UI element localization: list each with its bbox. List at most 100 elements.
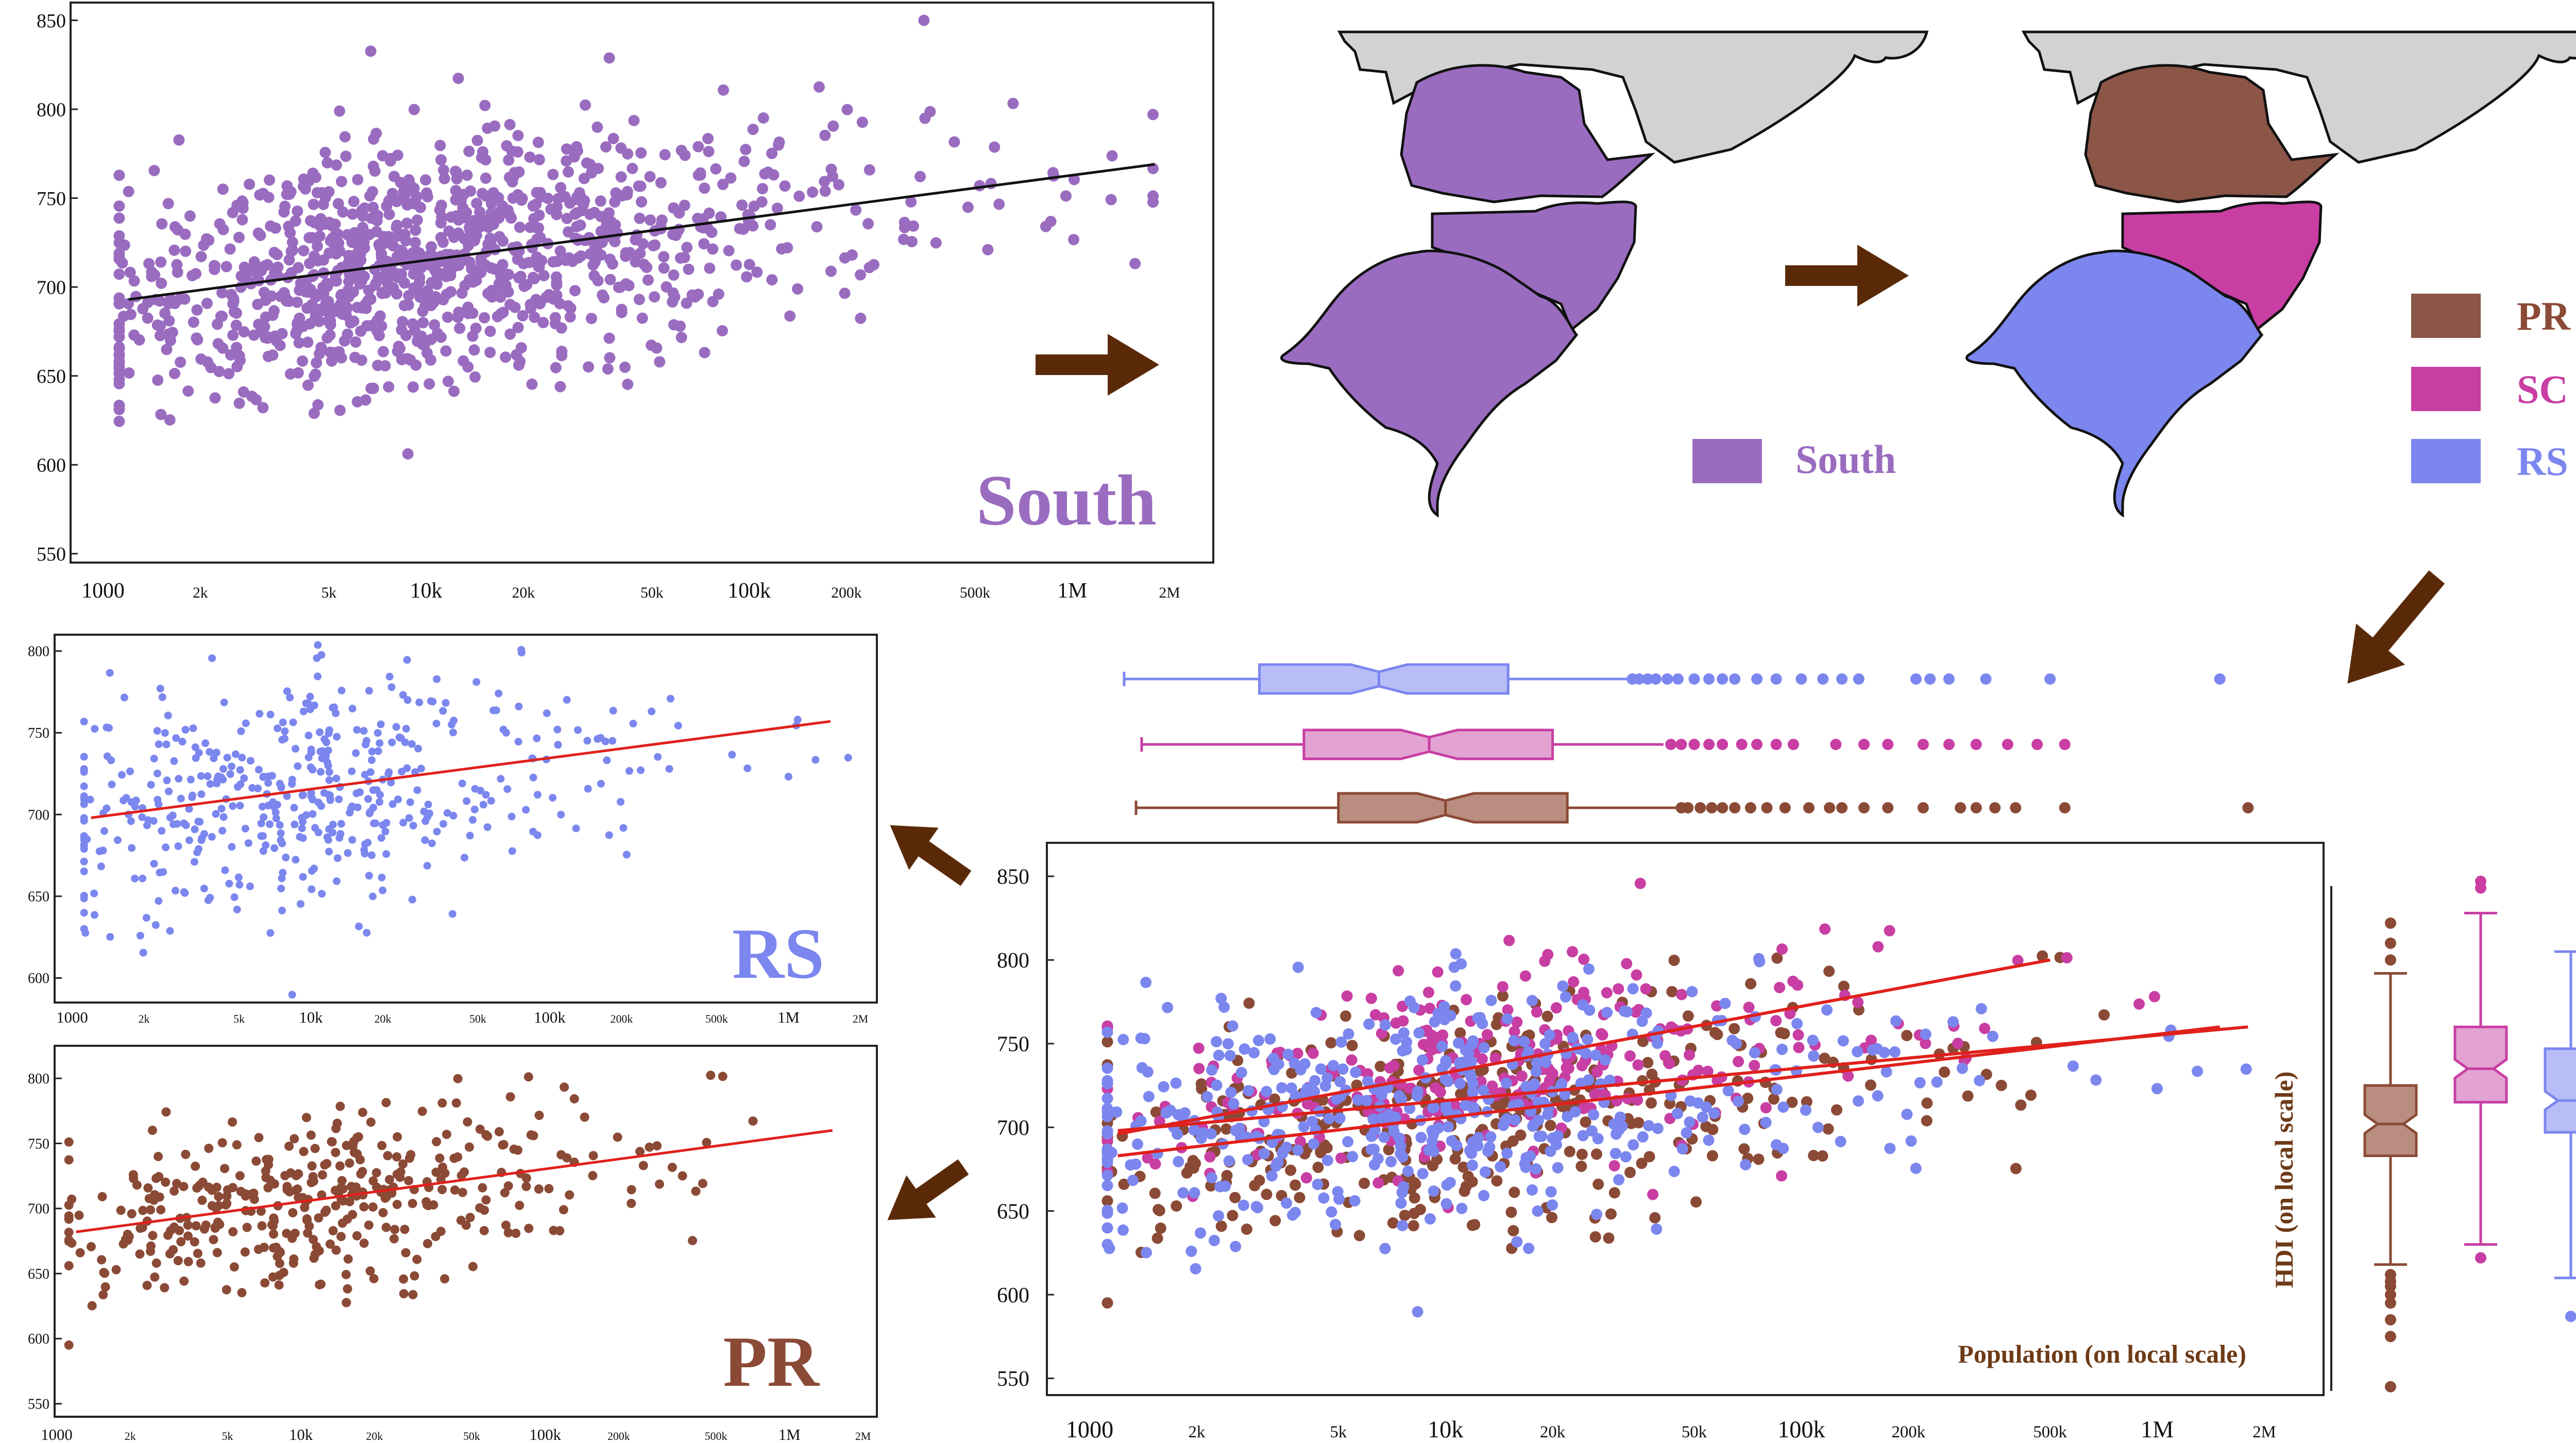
data-point bbox=[113, 378, 125, 389]
data-point bbox=[442, 376, 454, 387]
data-point bbox=[261, 1173, 271, 1182]
data-point bbox=[622, 148, 634, 160]
data-point bbox=[819, 176, 831, 188]
data-point bbox=[241, 824, 249, 833]
data-point bbox=[217, 342, 229, 354]
data-point bbox=[1684, 1049, 1695, 1061]
data-point bbox=[312, 1242, 321, 1251]
data-point bbox=[1173, 1156, 1184, 1167]
regression-line bbox=[128, 163, 1155, 301]
data-point bbox=[193, 1249, 202, 1258]
data-point bbox=[456, 1215, 466, 1225]
data-point bbox=[313, 654, 321, 662]
data-point bbox=[387, 778, 395, 787]
x-tick-label: 2M bbox=[2252, 1423, 2276, 1441]
data-point bbox=[1412, 1085, 1423, 1097]
x-tick-label: 50k bbox=[640, 585, 664, 601]
data-point bbox=[555, 322, 567, 334]
data-point bbox=[161, 729, 169, 737]
data-point bbox=[501, 1220, 511, 1230]
data-point bbox=[302, 379, 314, 391]
data-point bbox=[1920, 1028, 1931, 1040]
data-point bbox=[667, 694, 674, 703]
data-point bbox=[231, 307, 242, 319]
data-point bbox=[168, 811, 177, 820]
data-point bbox=[1385, 1156, 1397, 1167]
data-point bbox=[1234, 1123, 1245, 1134]
data-point bbox=[588, 1151, 598, 1161]
data-point bbox=[384, 770, 393, 778]
data-point bbox=[322, 752, 330, 760]
outlier-point bbox=[1703, 673, 1715, 685]
data-point bbox=[231, 361, 243, 372]
data-point bbox=[740, 144, 752, 156]
data-point bbox=[1292, 1047, 1303, 1059]
data-point bbox=[251, 1156, 261, 1166]
data-point bbox=[819, 185, 831, 197]
data-point bbox=[219, 765, 227, 773]
data-point bbox=[702, 133, 714, 144]
data-point bbox=[629, 720, 637, 728]
data-point bbox=[626, 1198, 636, 1208]
data-point bbox=[279, 718, 287, 726]
data-point bbox=[86, 795, 94, 804]
data-point bbox=[259, 847, 267, 855]
data-point bbox=[1519, 970, 1531, 982]
data-point bbox=[155, 800, 163, 808]
data-point bbox=[1130, 1158, 1142, 1170]
data-point bbox=[388, 738, 396, 746]
data-point bbox=[982, 244, 994, 256]
data-point bbox=[1162, 1001, 1174, 1013]
data-point bbox=[644, 171, 656, 182]
data-point bbox=[195, 749, 203, 757]
data-point bbox=[569, 285, 581, 297]
data-point bbox=[180, 888, 188, 896]
data-point bbox=[348, 196, 360, 208]
data-point bbox=[549, 1226, 558, 1235]
y-tick-label: 600 bbox=[28, 1331, 49, 1347]
data-point bbox=[320, 1160, 330, 1170]
data-point bbox=[595, 195, 606, 207]
data-point bbox=[80, 857, 88, 865]
data-point bbox=[1442, 1121, 1454, 1133]
data-point bbox=[237, 727, 245, 735]
data-point bbox=[1101, 1195, 1113, 1207]
data-point bbox=[362, 740, 370, 749]
data-point bbox=[151, 1258, 161, 1268]
data-point bbox=[1495, 1161, 1506, 1173]
data-point bbox=[1511, 1236, 1523, 1248]
data-point bbox=[80, 835, 88, 843]
data-point bbox=[325, 768, 333, 776]
data-point bbox=[1228, 1098, 1240, 1110]
data-point bbox=[1672, 1108, 1683, 1119]
data-point bbox=[144, 816, 152, 824]
data-point bbox=[260, 1278, 270, 1288]
data-point bbox=[1290, 1179, 1301, 1191]
data-point bbox=[292, 744, 299, 753]
data-point bbox=[421, 187, 433, 199]
data-point bbox=[292, 367, 304, 379]
data-point bbox=[1342, 1136, 1354, 1148]
data-point bbox=[352, 174, 364, 185]
data-point bbox=[1104, 1243, 1115, 1254]
data-point bbox=[356, 302, 368, 314]
data-point bbox=[1974, 1075, 1986, 1087]
data-point bbox=[368, 133, 380, 145]
data-point bbox=[64, 1261, 74, 1270]
outlier-point bbox=[1761, 802, 1773, 813]
data-point bbox=[256, 709, 264, 718]
data-point bbox=[388, 800, 397, 808]
data-point bbox=[228, 1227, 238, 1236]
data-point bbox=[512, 321, 524, 333]
data-point bbox=[561, 155, 572, 167]
data-point bbox=[471, 785, 479, 793]
x-tick-label: 10k bbox=[1428, 1416, 1464, 1442]
map-santa-catarina-south bbox=[1431, 200, 1637, 332]
x-tick-label: 100k bbox=[1777, 1416, 1825, 1442]
data-point bbox=[487, 797, 495, 805]
data-point bbox=[1530, 1066, 1542, 1078]
data-point bbox=[699, 182, 710, 194]
data-point bbox=[1460, 1044, 1471, 1056]
data-point bbox=[337, 1218, 347, 1228]
outlier-point bbox=[1858, 802, 1870, 813]
